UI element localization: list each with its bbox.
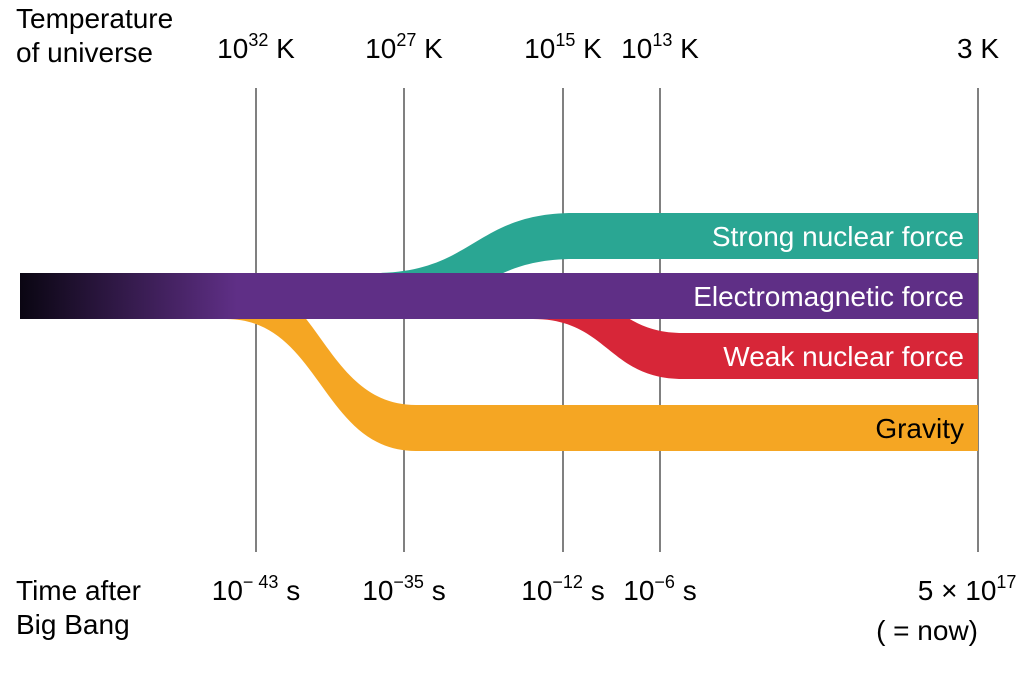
time-tick-label: 10−6 s	[623, 572, 696, 606]
strong-label: Strong nuclear force	[712, 221, 964, 252]
temperature-tick-label: 1013 K	[621, 30, 699, 64]
time-axis-title: Big Bang	[16, 609, 130, 640]
temperature-tick-label: 1027 K	[365, 30, 443, 64]
time-tick-label: 10−35 s	[362, 572, 445, 606]
temperature-axis-title: of universe	[16, 37, 153, 68]
weak-label: Weak nuclear force	[723, 341, 964, 372]
temperature-tick-label: 1015 K	[524, 30, 602, 64]
temperature-tick-label: 1032 K	[217, 30, 295, 64]
gravity-label: Gravity	[875, 413, 964, 444]
unified-force-band	[20, 273, 414, 319]
temperature-axis-title: Temperature	[16, 3, 173, 34]
time-tick-label: 10−12 s	[521, 572, 604, 606]
em-label: Electromagnetic force	[693, 281, 964, 312]
forces-diagram: 1032 K 10− 43 s 1027 K 10−35 s 1015 K 10−12 s…	[0, 0, 1024, 679]
time-axis-title: Time after	[16, 575, 141, 606]
temperature-tick-label: 3 K	[957, 33, 999, 64]
labels-layer: 1032 K 10− 43 s 1027 K 10−35 s 1015 K 10−12 s…	[16, 3, 1024, 646]
time-tick-label: 5 × 1017 s	[918, 572, 1024, 606]
time-tick-label: 10− 43 s	[212, 572, 300, 606]
now-label: ( = now)	[876, 615, 978, 646]
